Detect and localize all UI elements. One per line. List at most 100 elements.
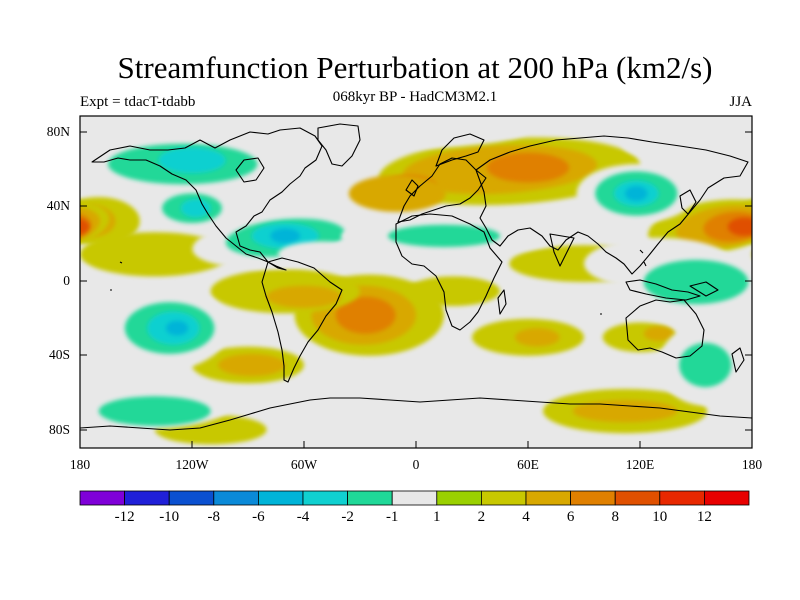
coast-north-america — [91, 127, 323, 271]
lat-label-40s: 40S — [48, 347, 70, 362]
coast-scandinavia — [435, 133, 485, 167]
colorbar-tick-label: 1 — [433, 509, 441, 525]
colorbar — [79, 490, 750, 506]
anomaly-contour — [771, 396, 800, 426]
anomaly-contour — [679, 342, 732, 388]
anomaly-contour — [180, 199, 211, 218]
colorbar-swatch — [124, 490, 170, 506]
colorbar-tick-label: -12 — [114, 509, 135, 525]
lon-label-60w: 60W — [290, 457, 318, 472]
lon-label-120e: 120E — [625, 457, 655, 472]
anomaly-contour — [266, 285, 342, 308]
anomaly-contour — [80, 232, 230, 277]
contour-fill-layer — [0, 116, 800, 445]
anomaly-contour — [752, 284, 800, 373]
colorbar-swatch — [257, 490, 304, 506]
colorbar-swatch — [659, 490, 705, 506]
anomaly-contour — [388, 224, 500, 247]
lon-label-180e: 180 — [741, 457, 763, 472]
anomaly-contour — [229, 116, 528, 150]
coast-africa — [395, 213, 503, 331]
anomaly-contour — [98, 396, 211, 426]
anomaly-contour — [0, 164, 24, 223]
anomaly-contour — [0, 324, 80, 405]
colorbar-swatch — [614, 490, 661, 506]
anomaly-contour — [780, 144, 800, 185]
colorbar-tick-label: 10 — [652, 509, 668, 525]
coast-britain — [405, 179, 419, 197]
colorbar-swatch — [168, 490, 215, 506]
colorbar-swatch — [391, 490, 438, 506]
chart-subtitle: 068kyr BP - HadCM3M2.1 — [332, 89, 498, 105]
coast-greenland — [317, 123, 361, 167]
colorbar-swatch — [302, 490, 348, 506]
colorbar-swatch — [213, 490, 259, 506]
coast-islands — [110, 249, 647, 315]
coast-hudson-bay — [235, 157, 265, 183]
lat-label-80s: 80S — [48, 422, 70, 437]
lon-label-120w: 120W — [175, 457, 209, 472]
anomaly-contour — [643, 259, 749, 305]
anomaly-contour — [727, 217, 752, 236]
colorbar-tick-label: -8 — [207, 509, 221, 525]
colorbar-tick-label: -1 — [385, 509, 399, 525]
anomaly-contour — [406, 276, 500, 307]
coastlines — [80, 123, 752, 431]
colorbar-swatch — [704, 490, 750, 506]
colorbar-swatch — [436, 490, 482, 506]
colorbar-tick-label: 4 — [522, 509, 530, 525]
lat-label-80n: 80N — [46, 124, 70, 139]
anomaly-contour — [270, 228, 301, 244]
lat-label-40n: 40N — [46, 198, 70, 213]
colorbar-tick-label: -4 — [296, 509, 310, 525]
lon-label-0: 0 — [412, 457, 420, 472]
colorbar-swatch — [525, 490, 571, 506]
colorbar-tick-label: 12 — [696, 509, 712, 525]
colorbar-tick-label: -10 — [159, 509, 180, 525]
coast-antarctica — [80, 397, 752, 431]
anomaly-contour — [277, 241, 368, 268]
axis-ticks — [79, 131, 753, 448]
season-label: JJA — [729, 94, 752, 110]
anomaly-contour — [335, 296, 396, 334]
lat-label-0: 0 — [63, 273, 70, 288]
anomaly-contour — [572, 400, 678, 423]
coast-new-zealand — [731, 347, 745, 373]
anomaly-contour — [514, 328, 560, 347]
colorbar-swatch — [570, 490, 616, 506]
coast-europe — [397, 157, 487, 223]
coast-japan — [679, 189, 697, 215]
anomaly-contour — [158, 147, 226, 174]
anomaly-contour — [348, 175, 446, 212]
anomaly-contour — [621, 125, 752, 163]
coast-indonesia — [625, 279, 701, 301]
coast-india — [549, 233, 575, 267]
chart-title: Streamfunction Perturbation at 200 hPa (… — [117, 50, 713, 85]
colorbar-swatch — [347, 490, 393, 506]
anomaly-contour — [165, 320, 189, 336]
colorbar-swatch — [480, 490, 527, 506]
colorbar-tick-label: -2 — [341, 509, 354, 525]
colorbar-tick-label: 6 — [566, 509, 575, 525]
coast-madagascar — [497, 289, 507, 315]
anomaly-contour — [80, 131, 99, 156]
coast-australia — [625, 299, 705, 359]
anomaly-contour — [643, 326, 674, 341]
lon-label-60e: 60E — [517, 457, 539, 472]
anomaly-contour — [80, 116, 248, 139]
anomaly-contour — [0, 326, 2, 341]
colorbar-tick-label: -6 — [252, 509, 265, 525]
colorbar-tick-label: 8 — [611, 509, 619, 525]
anomaly-contour — [0, 400, 5, 422]
experiment-label: Expt = tdacT-tdabb — [80, 94, 196, 110]
coast-south-america — [261, 257, 343, 383]
anomaly-contour — [752, 232, 800, 276]
colorbar-tick-label: 2 — [477, 509, 486, 525]
anomaly-contour — [80, 218, 90, 235]
lon-label-180w: 180 — [69, 457, 91, 472]
anomaly-contour — [486, 152, 570, 183]
anomaly-contour — [218, 353, 286, 377]
coast-asia — [475, 135, 749, 275]
anomaly-contour — [625, 186, 648, 201]
